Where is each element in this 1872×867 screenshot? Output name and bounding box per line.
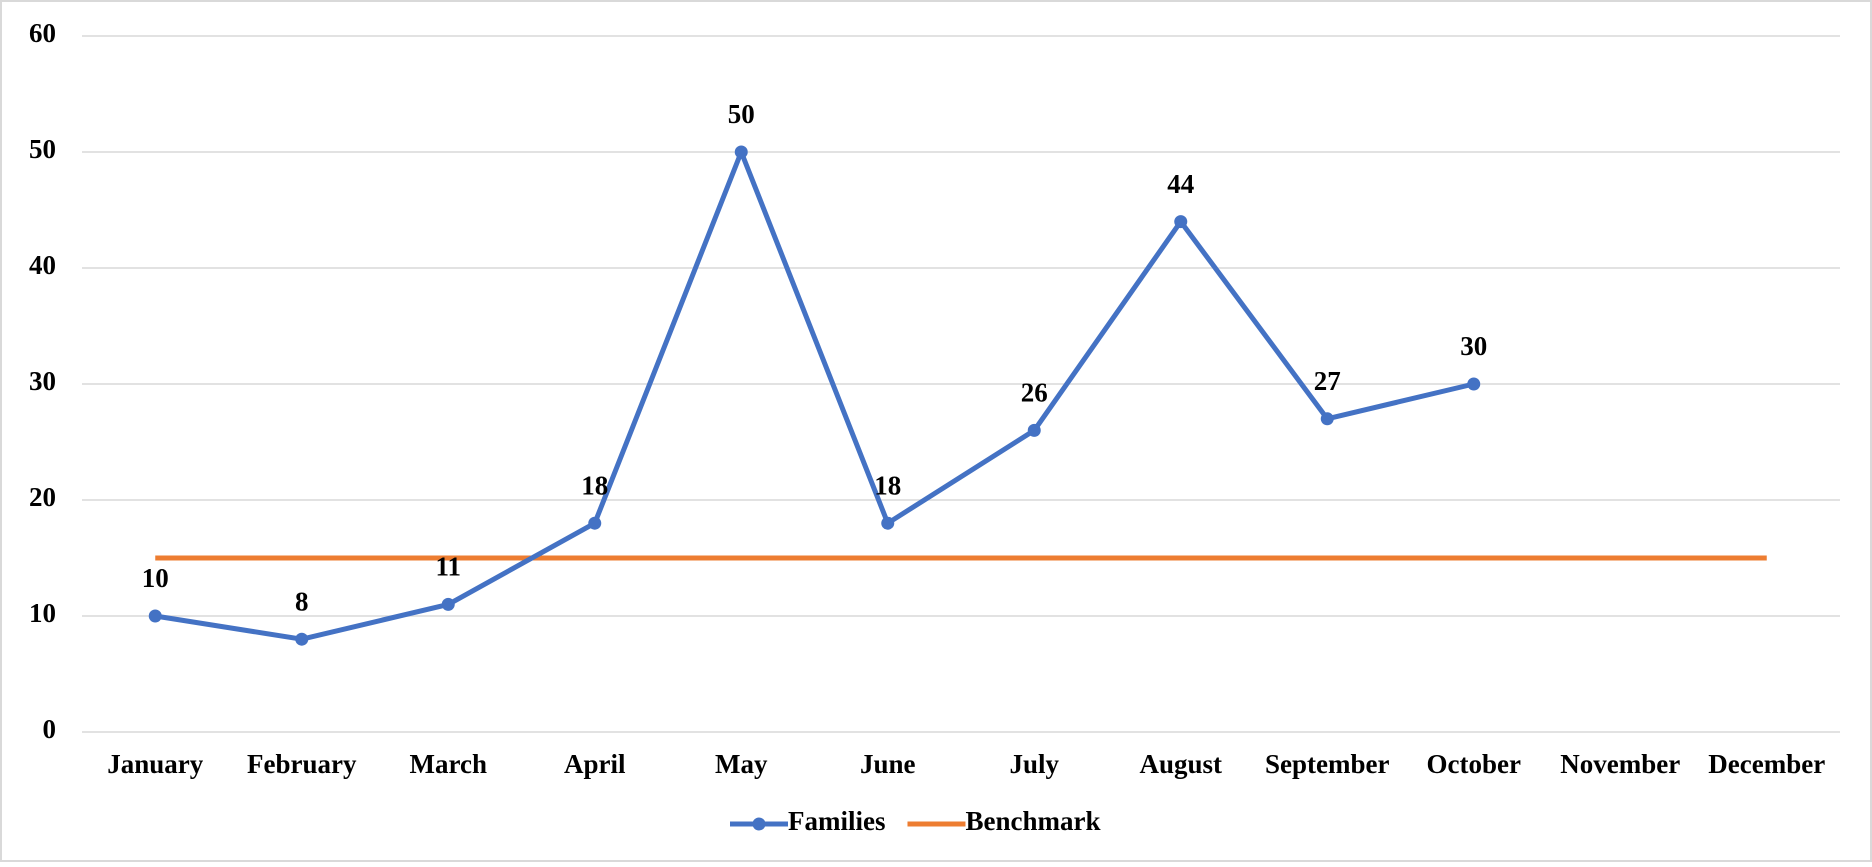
y-tick-label: 40 <box>29 250 56 280</box>
legend-label: Benchmark <box>965 806 1100 836</box>
data-label: 10 <box>142 563 169 593</box>
x-tick-label: July <box>1009 749 1059 779</box>
y-tick-label: 20 <box>29 482 56 512</box>
line-series <box>154 149 1475 642</box>
x-tick-label: August <box>1139 749 1222 779</box>
point <box>881 516 895 530</box>
x-tick-label: June <box>860 749 916 779</box>
x-tick-label: September <box>1265 749 1389 779</box>
point <box>1174 215 1188 229</box>
point <box>1027 423 1041 437</box>
point <box>1467 377 1481 391</box>
x-tick-label: January <box>107 749 204 779</box>
y-tick-label: 50 <box>29 134 56 164</box>
data-label: 18 <box>874 470 901 500</box>
x-tick-label: November <box>1560 749 1680 779</box>
y-tick-label: 10 <box>29 598 56 628</box>
x-tick-label: April <box>564 749 626 779</box>
data-label: 8 <box>295 586 309 616</box>
data-label: 44 <box>1167 169 1194 199</box>
point <box>734 145 748 159</box>
data-label: 27 <box>1314 366 1341 396</box>
x-tick-label: May <box>715 749 768 779</box>
data-label: 18 <box>581 470 608 500</box>
legend-marker <box>752 817 766 831</box>
legend-label: Families <box>788 806 885 836</box>
point <box>148 609 162 623</box>
data-label: 11 <box>435 552 461 582</box>
data-label: 50 <box>728 99 755 129</box>
x-tick-label: December <box>1708 749 1825 779</box>
x-tick-label: February <box>247 749 357 779</box>
y-tick-label: 30 <box>29 366 56 396</box>
y-tick-label: 0 <box>43 714 57 744</box>
x-tick-label: March <box>410 749 487 779</box>
x-tick-label: October <box>1427 749 1521 779</box>
point <box>295 632 309 646</box>
data-label: 26 <box>1021 378 1048 408</box>
data-label: 30 <box>1460 331 1487 361</box>
point <box>588 516 602 530</box>
point <box>1320 412 1334 426</box>
y-tick-label: 60 <box>29 18 56 48</box>
point <box>441 597 455 611</box>
